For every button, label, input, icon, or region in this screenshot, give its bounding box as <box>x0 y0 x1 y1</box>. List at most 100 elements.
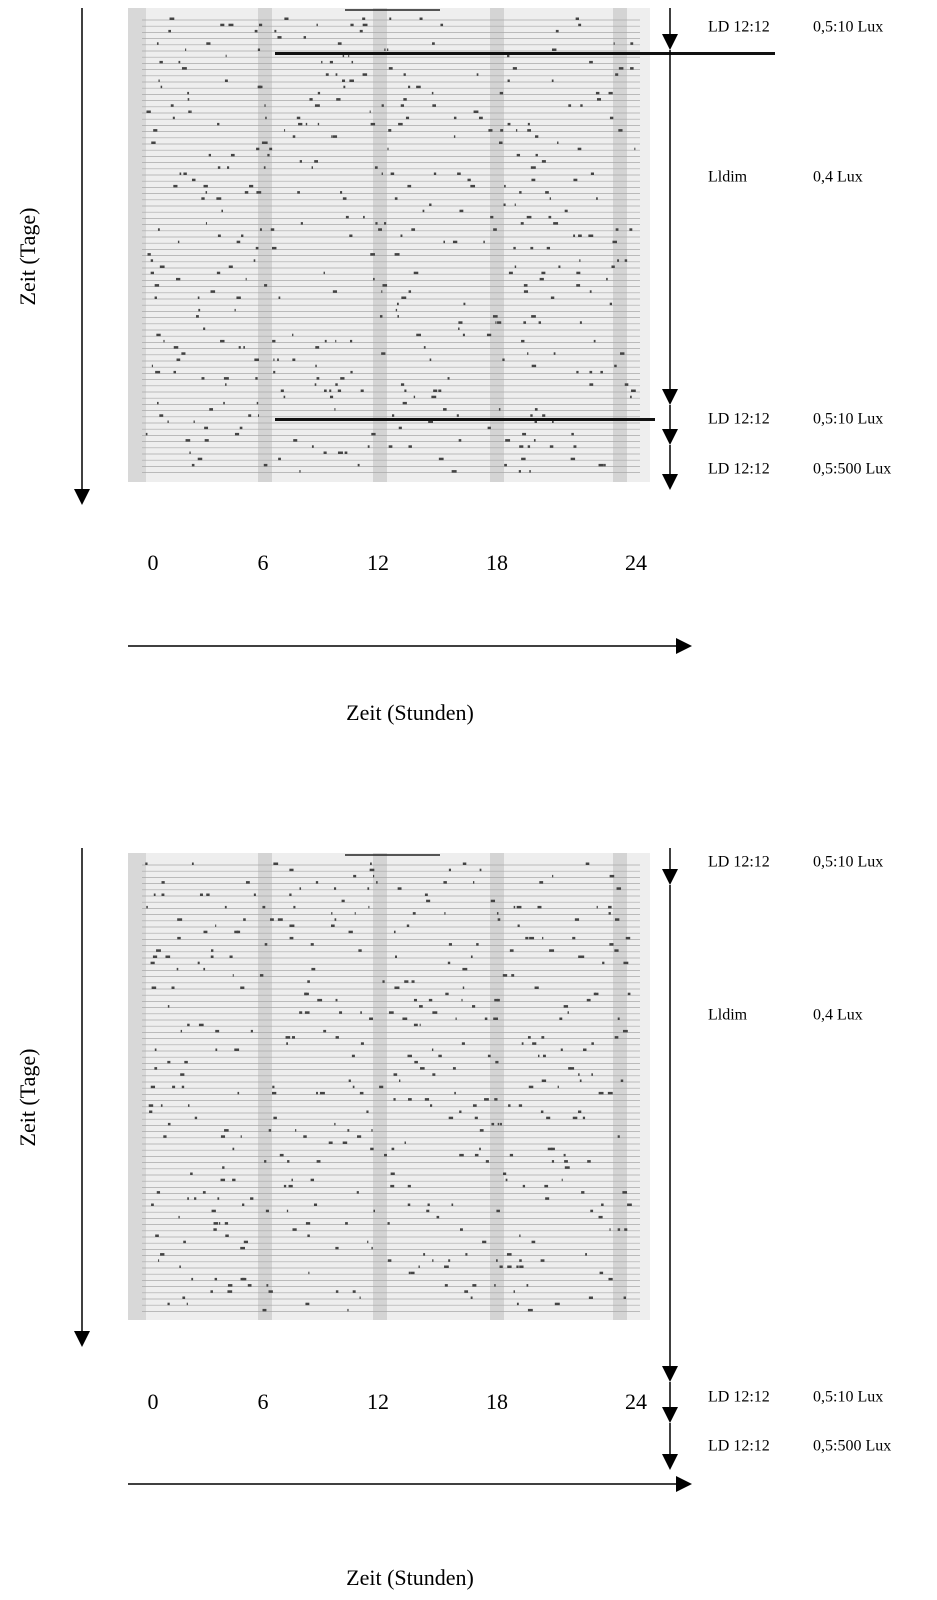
actogram-dot <box>384 222 387 225</box>
actogram-dot <box>609 1228 611 1231</box>
actogram-dot <box>494 1098 498 1101</box>
actogram-dot <box>403 73 406 76</box>
actogram-dot <box>496 1209 500 1213</box>
actogram-dot <box>173 370 177 374</box>
actogram-dot <box>360 389 364 392</box>
actogram-background <box>128 8 650 482</box>
actogram-dot <box>570 457 576 461</box>
actogram-dot <box>499 1265 503 1268</box>
actogram-dot <box>279 1153 284 1157</box>
actogram-dot <box>367 445 370 448</box>
actogram-dot <box>390 1184 395 1188</box>
actogram-dot <box>529 936 535 940</box>
actogram-dot <box>400 234 403 237</box>
actogram-dot <box>470 1296 473 1299</box>
actogram-dot <box>541 1036 545 1039</box>
actogram-dot <box>490 215 494 219</box>
actogram-dot <box>527 1308 533 1312</box>
actogram-dot <box>431 91 434 95</box>
actogram-dot <box>525 936 529 940</box>
actogram-dot <box>340 377 345 380</box>
actogram-dot <box>213 1228 217 1231</box>
actogram-dot <box>191 1277 194 1281</box>
actogram-dot <box>190 110 192 113</box>
actogram-dot <box>173 346 179 349</box>
actogram-dot <box>572 1116 578 1120</box>
actogram-dot <box>407 1203 411 1206</box>
actogram-dot <box>598 1215 603 1219</box>
actogram-dot <box>178 60 181 64</box>
actogram-dot <box>373 277 375 281</box>
actogram-dot <box>303 36 307 39</box>
actogram-dot <box>459 209 464 213</box>
actogram-dot <box>603 463 605 467</box>
actogram-dot <box>256 401 259 405</box>
actogram-dot <box>472 1005 476 1008</box>
actogram-dot <box>511 974 515 977</box>
actogram-dot <box>201 197 205 200</box>
actogram-dot <box>151 364 153 368</box>
actogram-dot <box>177 240 180 244</box>
actogram-dot <box>459 1153 464 1157</box>
actogram-dot <box>419 1005 423 1008</box>
actogram-dot <box>498 141 503 144</box>
actogram-dot <box>507 79 510 82</box>
actogram-dot <box>156 1191 161 1194</box>
actogram-dot <box>150 271 154 275</box>
actogram-dot <box>335 1290 339 1293</box>
actogram-dot <box>224 905 227 909</box>
condition-regime: LD 12:12 <box>708 411 770 428</box>
actogram-dot <box>374 166 378 169</box>
condition-regime: LD 12:12 <box>708 1389 770 1406</box>
x-axis-label: Zeit (Stunden) <box>346 1565 474 1590</box>
actogram-dot <box>180 1029 183 1033</box>
arrow-head <box>74 489 90 505</box>
actogram-dot <box>185 48 187 51</box>
actogram-dot <box>373 1209 375 1213</box>
actogram-dot <box>387 48 389 51</box>
actogram-dot <box>545 191 549 194</box>
actogram-dot <box>382 284 388 287</box>
actogram-dot <box>432 42 435 45</box>
actogram-dot <box>470 955 473 958</box>
actogram-dot <box>522 1184 526 1188</box>
actogram-dot <box>534 408 538 411</box>
actogram-dot <box>316 23 318 27</box>
actogram-dot <box>272 1085 275 1089</box>
actogram-dot <box>362 73 368 76</box>
x-axis-label: Zeit (Stunden) <box>346 700 474 725</box>
actogram-dot <box>379 1085 384 1089</box>
actogram-dot <box>257 414 260 417</box>
actogram-dot <box>474 1116 478 1120</box>
actogram-dot <box>359 1091 364 1095</box>
actogram-dot <box>277 918 283 921</box>
actogram-dot <box>177 918 183 921</box>
actogram-dot <box>315 364 317 368</box>
actogram-dot <box>220 339 225 343</box>
actogram-dot <box>479 1147 481 1151</box>
actogram-dot <box>608 912 611 915</box>
actogram-dot <box>370 253 375 256</box>
x-arrow-head <box>676 638 692 654</box>
actogram-dot <box>627 1203 632 1206</box>
actogram-dot <box>304 992 308 996</box>
actogram-dot <box>395 955 397 958</box>
actogram-dot <box>176 277 181 281</box>
actogram-dot <box>239 426 243 430</box>
actogram-dot <box>283 1184 287 1188</box>
actogram-dot <box>194 1116 198 1120</box>
actogram-dot <box>342 197 347 200</box>
actogram-dot <box>292 135 296 138</box>
actogram-dot <box>359 29 363 33</box>
actogram-dot <box>359 1296 361 1299</box>
actogram-dot <box>568 104 572 107</box>
actogram-dot <box>443 881 447 884</box>
actogram-dot <box>486 333 492 337</box>
actogram-dot <box>237 1091 240 1095</box>
actogram-dot <box>607 1091 613 1095</box>
actogram-dot <box>382 980 385 983</box>
condition-regime: LD 12:12 <box>708 1438 770 1455</box>
actogram-dot <box>205 222 208 225</box>
actogram-dot <box>596 905 598 909</box>
actogram-dot <box>400 383 405 386</box>
